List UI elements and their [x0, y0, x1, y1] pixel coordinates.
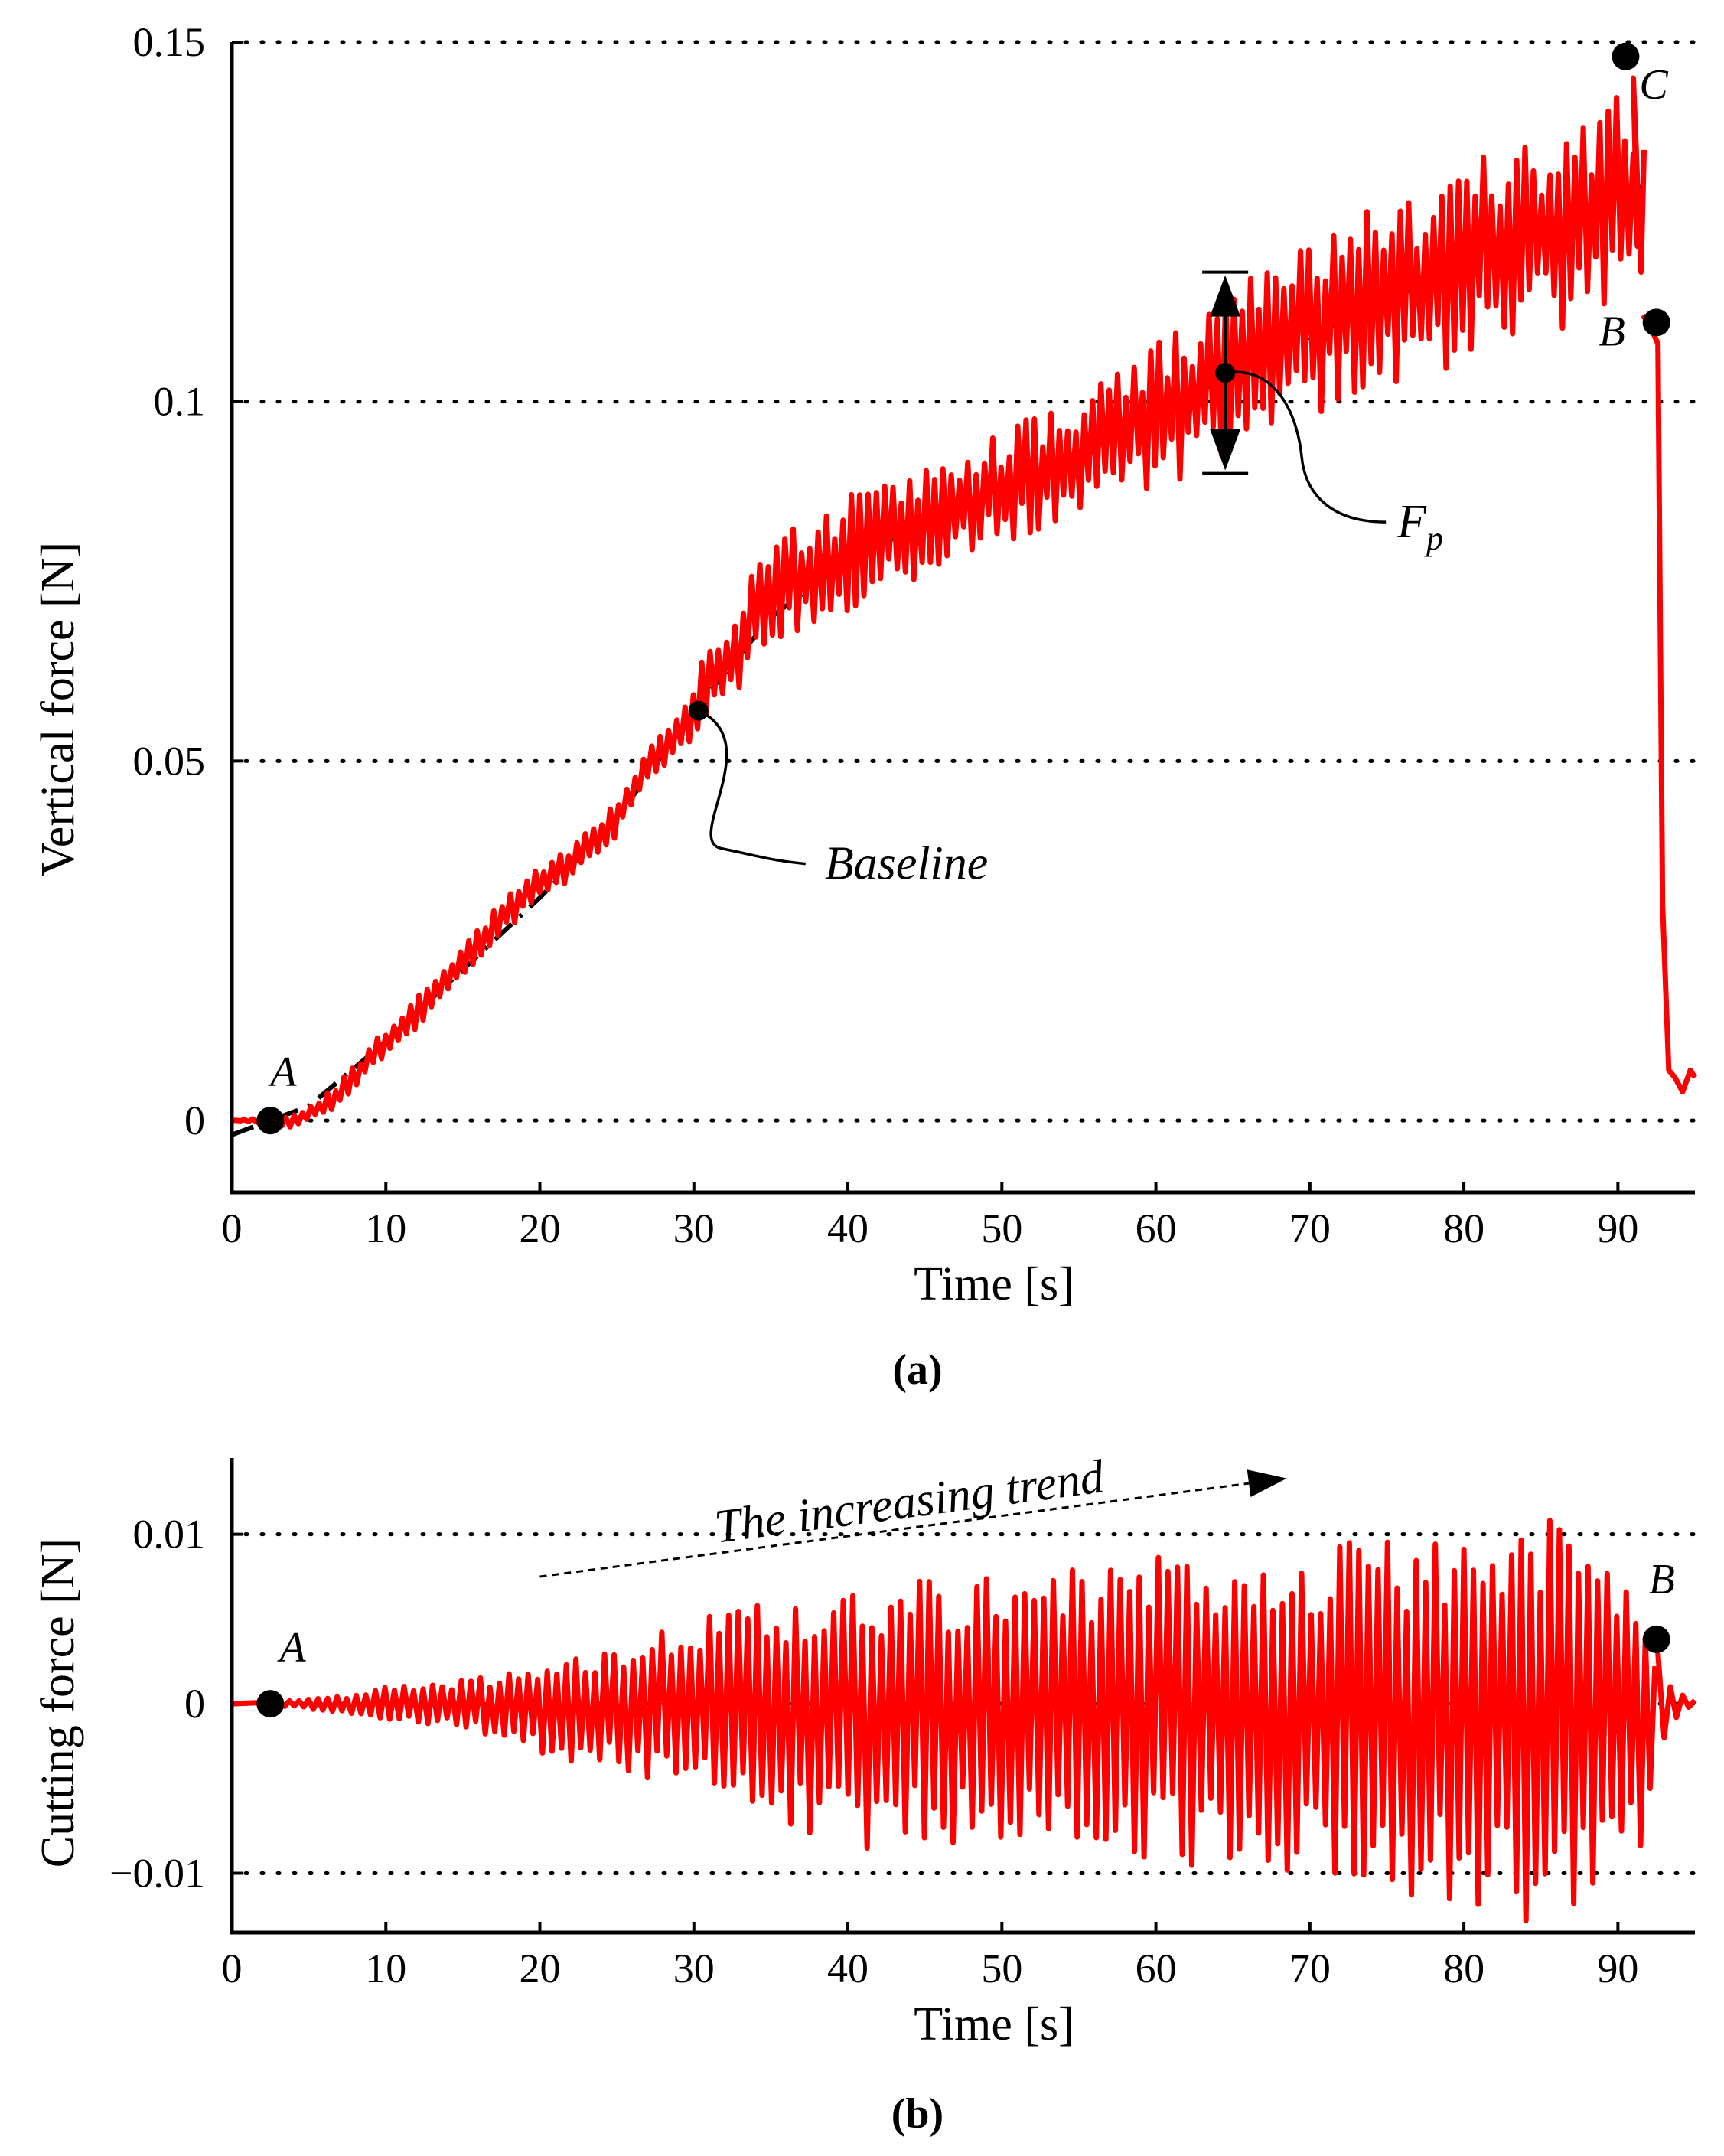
- panel-a-grid: [243, 40, 1697, 1123]
- baseline-leader-line: [698, 709, 807, 866]
- panel-a-vertical-force: 0 0.05 0.1 0.15 0 10 20 30 40 50 60 70 80 90 A C B Bas…: [32, 19, 1697, 1394]
- x-tick-label: 80: [1443, 1205, 1484, 1251]
- x-tick-label: 60: [1136, 1205, 1177, 1251]
- panel-a-axes: [230, 42, 1695, 1195]
- y-tick-label: 0.15: [133, 19, 206, 65]
- x-tick-label: 10: [365, 1946, 406, 1991]
- point-c-marker: [1612, 42, 1640, 70]
- baseline-marker: [688, 700, 709, 721]
- fp-arrow-down-icon: [1210, 429, 1241, 471]
- y-tick-label: 0: [184, 1681, 205, 1727]
- fp-arrow-up-icon: [1210, 275, 1241, 317]
- x-tick-label: 70: [1289, 1205, 1331, 1251]
- panel-b-y-axis-label: Cutting force [N]: [32, 1538, 84, 1867]
- panel-a-points: A C B: [256, 42, 1670, 1135]
- y-tick-label: 0.1: [154, 379, 206, 425]
- point-c-label: C: [1639, 61, 1668, 109]
- panel-b-x-axis-label: Time [s]: [914, 1998, 1074, 2050]
- point-b-label: B: [1599, 308, 1625, 355]
- fp-marker: [1215, 363, 1236, 383]
- x-tick-label: 30: [673, 1205, 715, 1251]
- panel-a-y-ticks: 0 0.05 0.1 0.15: [133, 19, 243, 1143]
- point-a-label: A: [267, 1049, 297, 1096]
- cutting-force-series: [231, 1518, 1658, 1923]
- fp-label: Fp: [1396, 496, 1443, 557]
- y-tick-label: 0.01: [133, 1512, 206, 1557]
- vertical-force-drop-segment: [1640, 313, 1697, 1094]
- y-tick-label: 0: [184, 1098, 205, 1143]
- panel-b-x-ticks: 0 10 20 30 40 50 60 70 80 90: [222, 1922, 1638, 1991]
- fp-leader-line: [1224, 370, 1387, 524]
- fp-range-marker: [1202, 270, 1249, 475]
- x-tick-label: 50: [981, 1946, 1022, 1991]
- fp-label-main: F: [1396, 496, 1427, 548]
- x-tick-label: 70: [1289, 1946, 1331, 1991]
- panel-b-axes: [230, 1458, 1695, 1935]
- x-tick-label: 20: [520, 1946, 561, 1991]
- trend-arrow: [539, 1469, 1287, 1578]
- trend-label: The increasing trend: [712, 1450, 1108, 1553]
- panel-a-x-axis-label: Time [s]: [914, 1258, 1074, 1310]
- fp-label-subscript: p: [1424, 520, 1443, 557]
- trend-arrow-head-icon: [1247, 1469, 1287, 1497]
- trend-arrow-line: [539, 1482, 1250, 1578]
- panel-a-y-axis-label: Vertical force [N]: [32, 542, 84, 876]
- x-tick-label: 50: [981, 1205, 1022, 1251]
- baseline-label: Baseline: [825, 838, 989, 890]
- cutting-force-tail-segment: [1655, 1652, 1697, 1740]
- panel-b-caption: (b): [891, 2090, 943, 2138]
- x-tick-label: 90: [1597, 1946, 1638, 1991]
- x-tick-label: 80: [1443, 1946, 1484, 1991]
- x-tick-label: 90: [1597, 1205, 1638, 1251]
- point-a-marker: [256, 1107, 285, 1135]
- x-tick-label: 40: [827, 1205, 869, 1251]
- panel-b-y-ticks: −0.01 0 0.01: [109, 1512, 243, 1897]
- panel-b-cutting-force: −0.01 0 0.01 0 10 20 30 40 50 60 70 80 90 The incre…: [32, 1450, 1697, 2138]
- point-b-marker: [1642, 1625, 1670, 1653]
- point-a-label: A: [276, 1624, 306, 1672]
- panel-b-points: AB: [256, 1556, 1675, 1718]
- point-b-marker: [1642, 308, 1670, 337]
- x-tick-label: 0: [222, 1946, 243, 1991]
- x-tick-label: 60: [1136, 1946, 1177, 1991]
- panel-a-x-ticks: 0 10 20 30 40 50 60 70 80 90: [222, 1182, 1638, 1251]
- panel-a-caption: (a): [892, 1346, 942, 1394]
- x-tick-label: 20: [520, 1205, 561, 1251]
- x-tick-label: 40: [827, 1946, 869, 1991]
- point-a-marker: [256, 1690, 285, 1718]
- vertical-force-series: [231, 75, 1647, 1130]
- x-tick-label: 10: [365, 1205, 406, 1251]
- y-tick-label: −0.01: [109, 1851, 205, 1897]
- x-tick-label: 30: [673, 1946, 715, 1991]
- point-b-label: B: [1649, 1556, 1675, 1603]
- x-tick-label: 0: [222, 1205, 243, 1251]
- y-tick-label: 0.05: [133, 738, 206, 784]
